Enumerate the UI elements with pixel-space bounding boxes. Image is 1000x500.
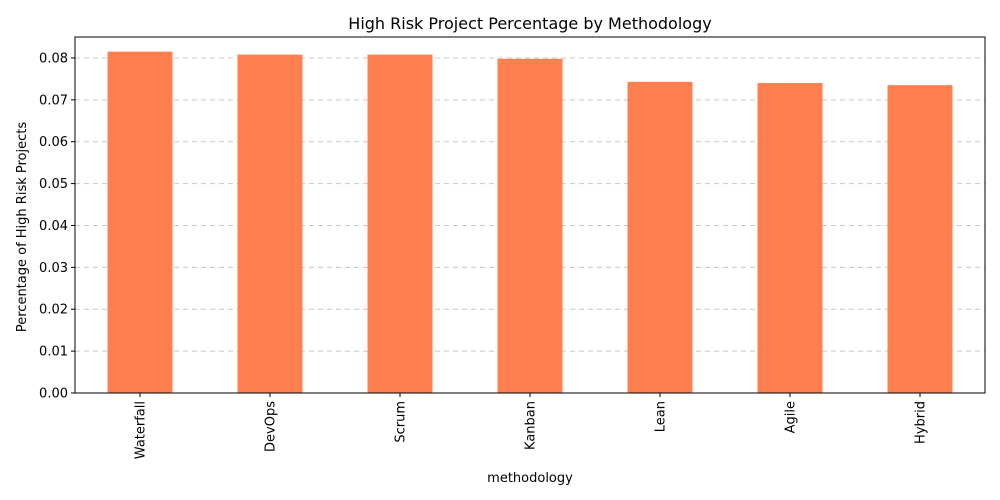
y-axis-label: Percentage of High Risk Projects (15, 122, 30, 332)
bar-devops (237, 54, 303, 394)
bar-hybrid (887, 85, 953, 393)
x-tick-label: Hybrid (914, 401, 929, 444)
y-tick-label: 0.07 (39, 93, 68, 108)
y-tick-label: 0.05 (39, 177, 68, 192)
y-tick-label: 0.06 (39, 135, 68, 150)
bar-scrum (367, 54, 433, 394)
chart-title: High Risk Project Percentage by Methodol… (348, 14, 711, 33)
x-tick-label: Waterfall (134, 401, 149, 459)
bar-lean (627, 81, 693, 393)
x-tick-label: DevOps (264, 401, 279, 452)
y-tick-label: 0.03 (39, 261, 68, 276)
bar-kanban (497, 58, 563, 394)
y-tick-label: 0.00 (39, 387, 68, 402)
y-tick-label: 0.01 (39, 345, 68, 360)
x-axis-label: methodology (487, 471, 573, 486)
y-axis-ticks: 0.00 0.01 0.02 0.03 0.04 0.05 0.06 0.07 0.08 (39, 51, 75, 402)
bars (107, 51, 953, 394)
x-tick-label: Kanban (524, 401, 539, 450)
y-tick-label: 0.08 (39, 51, 68, 66)
x-axis-ticks: Waterfall DevOps Scrum Kanban Lean Agile Hybri… (134, 393, 929, 459)
x-tick-label: Agile (784, 401, 799, 433)
y-tick-label: 0.02 (39, 303, 68, 318)
x-tick-label: Scrum (394, 401, 409, 443)
x-tick-label: Lean (654, 401, 669, 432)
bar-waterfall (107, 51, 173, 394)
y-tick-label: 0.04 (39, 219, 68, 234)
bar-agile (757, 83, 823, 393)
